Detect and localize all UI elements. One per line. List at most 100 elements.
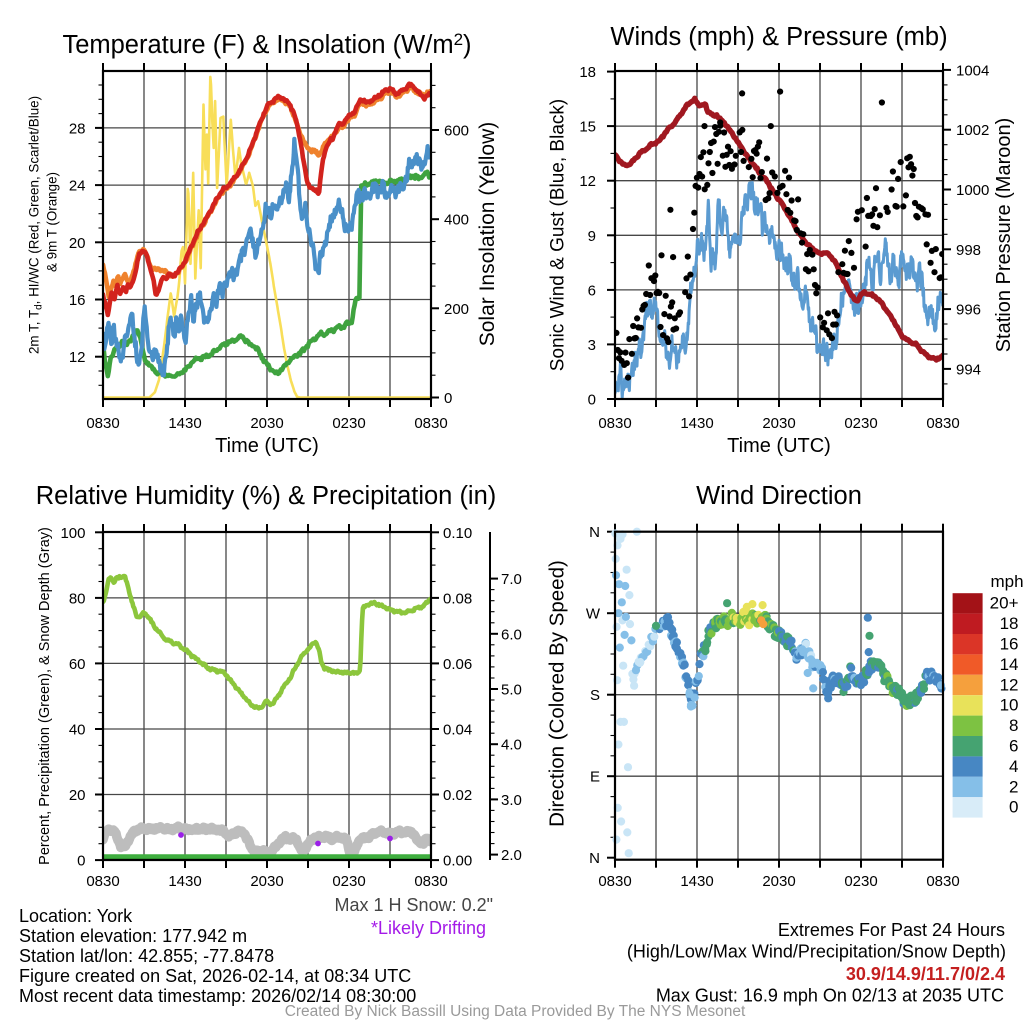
svg-text:Percent, Precipitation (Green): Percent, Precipitation (Green), & Snow D… bbox=[37, 527, 53, 865]
svg-text:3.0: 3.0 bbox=[501, 792, 522, 809]
svg-text:40: 40 bbox=[69, 721, 86, 738]
svg-text:18: 18 bbox=[579, 64, 596, 81]
svg-text:0: 0 bbox=[1009, 798, 1018, 817]
svg-text:Station elevation: 177.942 m: Station elevation: 177.942 m bbox=[19, 926, 247, 946]
svg-text:Time (UTC): Time (UTC) bbox=[215, 435, 319, 457]
svg-text:994: 994 bbox=[956, 361, 981, 378]
svg-text:1430: 1430 bbox=[168, 415, 201, 432]
svg-text:24: 24 bbox=[69, 178, 86, 195]
svg-text:400: 400 bbox=[444, 212, 469, 229]
svg-text:10: 10 bbox=[1000, 696, 1019, 715]
svg-text:0830: 0830 bbox=[86, 873, 119, 890]
svg-text:996: 996 bbox=[956, 302, 981, 319]
svg-text:Station lat/lon: 42.855; -77.8: Station lat/lon: 42.855; -77.8478 bbox=[19, 946, 274, 966]
svg-text:2030: 2030 bbox=[250, 415, 283, 432]
svg-text:15: 15 bbox=[579, 119, 596, 136]
svg-text:Max Gust: 16.9 mph On 02/13 at: Max Gust: 16.9 mph On 02/13 at 2035 UTC bbox=[656, 986, 1004, 1006]
svg-text:2030: 2030 bbox=[250, 873, 283, 890]
svg-text:5.0: 5.0 bbox=[501, 682, 522, 699]
svg-text:(High/Low/Max Wind/Precipitati: (High/Low/Max Wind/Precipitation/Snow De… bbox=[627, 942, 1006, 962]
svg-text:18: 18 bbox=[1000, 614, 1019, 633]
svg-text:60: 60 bbox=[69, 656, 86, 673]
svg-text:Temperature (F) & Insolation (: Temperature (F) & Insolation (W/m2) bbox=[62, 30, 471, 59]
svg-text:N: N bbox=[589, 850, 600, 867]
svg-text:Time (UTC): Time (UTC) bbox=[727, 435, 831, 457]
svg-text:Sonic Wind & Gust (Blue, Black: Sonic Wind & Gust (Blue, Black) bbox=[548, 99, 569, 371]
svg-text:16: 16 bbox=[69, 292, 86, 309]
svg-text:600: 600 bbox=[444, 123, 469, 140]
svg-text:2030: 2030 bbox=[762, 415, 795, 432]
svg-text:0830: 0830 bbox=[598, 415, 631, 432]
svg-text:0.08: 0.08 bbox=[443, 590, 472, 607]
svg-text:mph: mph bbox=[990, 572, 1023, 591]
svg-text:Figure created on Sat, 2026-02: Figure created on Sat, 2026-02-14, at 08… bbox=[19, 966, 411, 986]
svg-text:0230: 0230 bbox=[844, 415, 877, 432]
svg-text:0: 0 bbox=[444, 390, 452, 407]
svg-text:0830: 0830 bbox=[414, 415, 447, 432]
svg-text:0230: 0230 bbox=[332, 415, 365, 432]
svg-text:0830: 0830 bbox=[414, 873, 447, 890]
svg-text:4.0: 4.0 bbox=[501, 737, 522, 754]
svg-text:N: N bbox=[589, 524, 600, 541]
svg-text:Relative Humidity (%) & Precip: Relative Humidity (%) & Precipitation (i… bbox=[36, 482, 497, 510]
svg-text:6: 6 bbox=[1009, 737, 1018, 756]
svg-text:3: 3 bbox=[588, 337, 596, 354]
svg-text:Location: York: Location: York bbox=[19, 906, 133, 926]
svg-text:Direction (Colored By Speed): Direction (Colored By Speed) bbox=[546, 560, 569, 827]
svg-text:2030: 2030 bbox=[762, 873, 795, 890]
svg-text:1430: 1430 bbox=[680, 873, 713, 890]
svg-text:0230: 0230 bbox=[332, 873, 365, 890]
svg-text:0830: 0830 bbox=[86, 415, 119, 432]
svg-text:100: 100 bbox=[60, 525, 85, 542]
svg-text:0: 0 bbox=[588, 392, 596, 409]
svg-text:E: E bbox=[590, 769, 600, 786]
svg-text:1002: 1002 bbox=[956, 122, 989, 139]
svg-text:28: 28 bbox=[69, 120, 86, 137]
svg-text:Created By Nick Bassill Using: Created By Nick Bassill Using Data Provi… bbox=[285, 1003, 746, 1020]
svg-text:12: 12 bbox=[1000, 675, 1019, 694]
svg-text:2m T, Td, HI/WC (Red, Green, S: 2m T, Td, HI/WC (Red, Green, Scarlet/Blu… bbox=[27, 96, 45, 354]
svg-text:Solar Insolation (Yellow): Solar Insolation (Yellow) bbox=[476, 122, 499, 347]
svg-text:0830: 0830 bbox=[926, 415, 959, 432]
svg-text:80: 80 bbox=[69, 590, 86, 607]
svg-text:0.04: 0.04 bbox=[443, 721, 472, 738]
svg-text:0.10: 0.10 bbox=[443, 525, 472, 542]
svg-text:1430: 1430 bbox=[168, 873, 201, 890]
svg-text:14: 14 bbox=[1000, 655, 1019, 674]
svg-text:Most recent data timestamp: 20: Most recent data timestamp: 2026/02/14 0… bbox=[19, 986, 416, 1006]
svg-text:1004: 1004 bbox=[956, 62, 989, 79]
svg-text:6: 6 bbox=[588, 282, 596, 299]
svg-text:20+: 20+ bbox=[990, 594, 1019, 613]
svg-text:1000: 1000 bbox=[956, 182, 989, 199]
svg-text:1430: 1430 bbox=[680, 415, 713, 432]
svg-text:7.0: 7.0 bbox=[501, 571, 522, 588]
svg-text:*Likely Drifting: *Likely Drifting bbox=[371, 918, 486, 938]
svg-text:Wind Direction: Wind Direction bbox=[696, 482, 862, 510]
svg-text:30.9/14.9/11.7/0/2.4: 30.9/14.9/11.7/0/2.4 bbox=[846, 964, 1005, 984]
svg-text:16: 16 bbox=[1000, 635, 1019, 654]
svg-text:Winds (mph) & Pressure (mb): Winds (mph) & Pressure (mb) bbox=[610, 23, 947, 51]
svg-text:998: 998 bbox=[956, 242, 981, 259]
svg-text:6.0: 6.0 bbox=[501, 626, 522, 643]
svg-text:8: 8 bbox=[1009, 716, 1018, 735]
svg-text:& 9m T (Orange): & 9m T (Orange) bbox=[45, 172, 60, 272]
svg-text:20: 20 bbox=[69, 235, 86, 252]
svg-text:0: 0 bbox=[77, 853, 85, 870]
svg-text:0830: 0830 bbox=[598, 873, 631, 890]
svg-text:200: 200 bbox=[444, 301, 469, 318]
svg-text:12: 12 bbox=[579, 173, 596, 190]
svg-text:4: 4 bbox=[1009, 757, 1018, 776]
svg-text:Station Pressure (Maroon): Station Pressure (Maroon) bbox=[993, 118, 1015, 353]
svg-text:2: 2 bbox=[1009, 777, 1018, 796]
svg-text:2.0: 2.0 bbox=[501, 847, 522, 864]
svg-text:12: 12 bbox=[69, 349, 86, 366]
svg-text:0830: 0830 bbox=[926, 873, 959, 890]
svg-text:Extremes For Past 24 Hours: Extremes For Past 24 Hours bbox=[778, 920, 1005, 940]
svg-text:0.06: 0.06 bbox=[443, 656, 472, 673]
svg-text:20: 20 bbox=[69, 787, 86, 804]
svg-text:S: S bbox=[590, 687, 600, 704]
svg-text:9: 9 bbox=[588, 228, 596, 245]
svg-text:0.00: 0.00 bbox=[443, 853, 472, 870]
svg-text:W: W bbox=[586, 606, 601, 623]
svg-text:0230: 0230 bbox=[844, 873, 877, 890]
